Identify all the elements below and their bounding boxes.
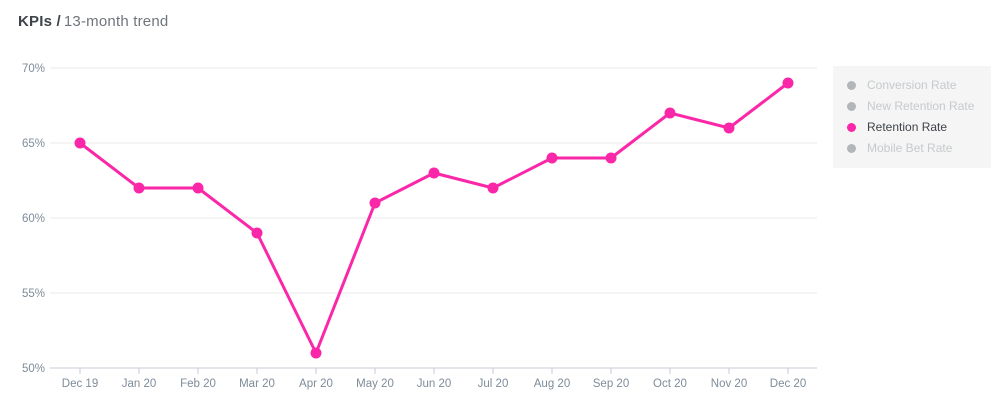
y-tick-label: 60% [22,213,45,225]
legend-item-label: Conversion Rate [867,78,957,92]
x-tick-label: Dec 20 [770,378,806,390]
legend-item-label: New Retention Rate [867,99,975,113]
data-point[interactable] [664,107,676,119]
legend-item-conversion-rate[interactable]: Conversion Rate [833,75,991,96]
x-tick-label: Dec 19 [62,378,98,390]
x-tick-label: Sep 20 [593,378,629,390]
y-tick-label: 50% [22,363,45,375]
legend-item-label: Mobile Bet Rate [867,141,953,155]
y-tick-label: 65% [22,138,45,150]
x-tick-label: Mar 20 [239,378,275,390]
data-point[interactable] [133,182,145,194]
legend-dot-icon [847,81,856,90]
x-tick-label: Aug 20 [534,378,570,390]
legend-dot-icon [847,144,856,153]
legend-item-mobile-bet-rate[interactable]: Mobile Bet Rate [833,138,991,159]
y-tick-label: 70% [22,63,45,75]
x-tick-label: Apr 20 [299,378,333,390]
x-tick-label: Jan 20 [122,378,157,390]
data-point[interactable] [428,167,440,179]
data-point[interactable] [605,152,617,164]
x-tick-label: May 20 [356,378,394,390]
data-point[interactable] [192,182,204,194]
data-point[interactable] [782,77,794,89]
title-subtitle: 13-month trend [63,13,169,30]
data-point[interactable] [546,152,558,164]
x-tick-label: Oct 20 [653,378,687,390]
title-kpis: KPIs / [18,13,61,30]
data-point[interactable] [74,137,86,149]
x-tick-label: Jul 20 [478,378,509,390]
legend-item-new-retention-rate[interactable]: New Retention Rate [833,96,991,117]
legend-dot-icon [847,123,856,132]
page-title: KPIs /13-month trend [18,13,168,30]
legend-item-label: Retention Rate [867,120,948,134]
data-point[interactable] [310,347,322,359]
legend-item-retention-rate[interactable]: Retention Rate [833,117,991,138]
data-point[interactable] [723,122,735,134]
y-tick-label: 55% [22,288,45,300]
chart-legend: Conversion Rate New Retention Rate Retenti… [833,66,991,168]
x-tick-label: Nov 20 [711,378,747,390]
x-tick-label: Jun 20 [417,378,452,390]
legend-dot-icon [847,102,856,111]
data-point[interactable] [369,197,381,209]
data-point[interactable] [487,182,499,194]
x-tick-label: Feb 20 [180,378,216,390]
data-point[interactable] [251,227,263,239]
